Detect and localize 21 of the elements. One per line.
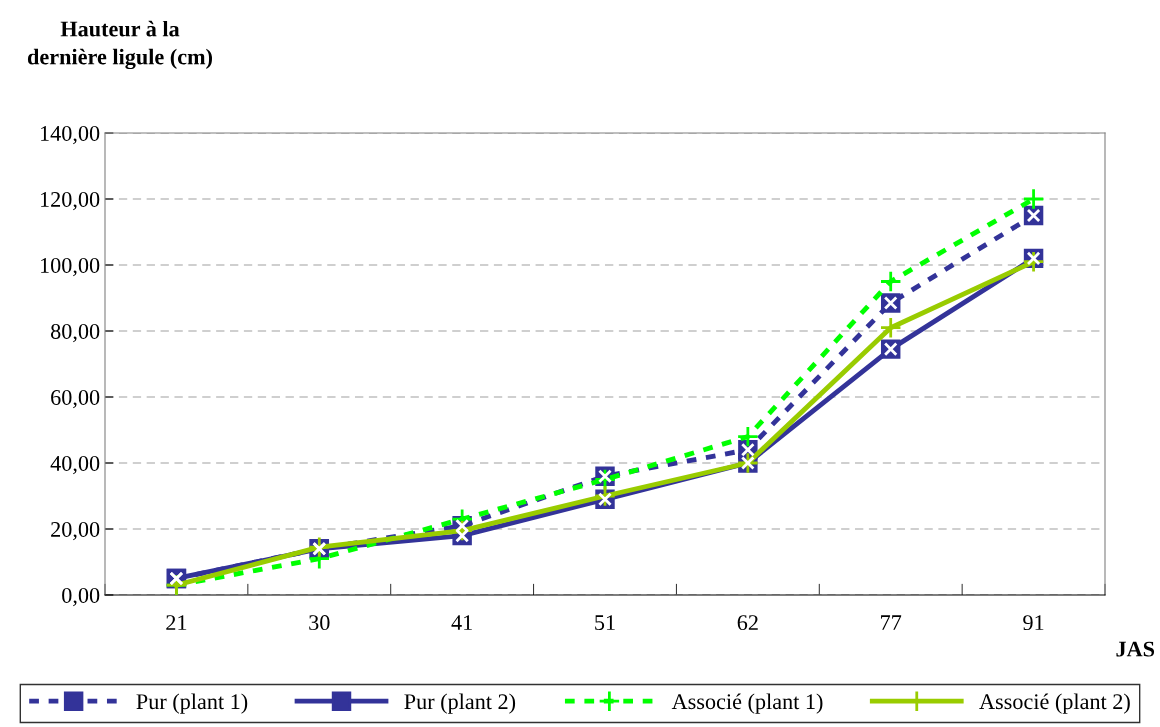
x-tick-label: 62 bbox=[737, 615, 758, 631]
y-tick-label: 140,00 bbox=[40, 125, 100, 145]
y-tick-label: 60,00 bbox=[51, 389, 100, 409]
legend-label: Associé (plant 1) bbox=[671, 693, 823, 714]
x-tick-label: 30 bbox=[309, 615, 330, 631]
y-tick-label: 40,00 bbox=[50, 455, 100, 475]
y-tick-label: 100,00 bbox=[40, 257, 100, 277]
legend-label: Associé (plant 2) bbox=[979, 693, 1130, 714]
x-tick-label: 51 bbox=[595, 615, 615, 631]
legend-label: Pur (plant 1) bbox=[136, 693, 248, 714]
y-tick-label: 20,00 bbox=[51, 521, 100, 541]
legend-label: Pur (plant 2) bbox=[404, 693, 516, 714]
x-tick-label: 77 bbox=[881, 615, 902, 630]
x-tick-label: 91 bbox=[1023, 615, 1044, 631]
y-tick-label: 80,00 bbox=[50, 323, 100, 343]
y-tick-label: 0,00 bbox=[62, 587, 100, 607]
x-axis-title: JAS bbox=[1116, 641, 1155, 657]
y-tick-label: 120,00 bbox=[40, 191, 100, 211]
x-tick-label: 21 bbox=[166, 615, 187, 630]
x-tick-label: 41 bbox=[451, 615, 472, 630]
y-axis-title: Hauteur à la dernière ligule (cm) bbox=[27, 20, 212, 70]
